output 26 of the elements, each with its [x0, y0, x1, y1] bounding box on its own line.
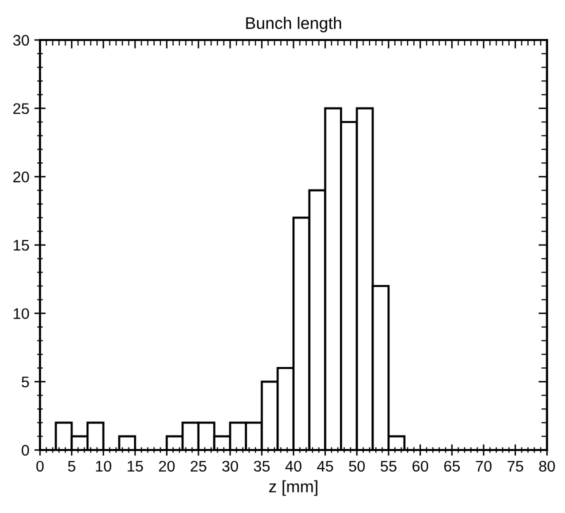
x-tick-label: 10 [96, 460, 112, 472]
x-tick-label: 5 [68, 460, 76, 472]
x-tick-label: 0 [36, 460, 44, 472]
x-tick-label: 55 [380, 460, 396, 472]
x-tick-label: 65 [444, 460, 460, 472]
y-tick-label: 25 [13, 103, 29, 114]
x-tick-label: 30 [222, 460, 238, 472]
x-tick-label: 70 [476, 460, 492, 472]
y-tick-label: 30 [13, 34, 29, 46]
x-tick-label: 15 [128, 460, 143, 472]
x-tick-label: 35 [254, 460, 270, 472]
y-tick-label: 10 [14, 308, 29, 320]
y-tick-label: 15 [14, 240, 29, 251]
x-tick-label: 50 [348, 460, 365, 472]
x-tick-label: 20 [159, 460, 175, 472]
x-tick-label: 60 [412, 460, 428, 472]
x-tick-label: 80 [539, 460, 555, 472]
y-tick-label: 0 [22, 444, 29, 456]
x-tick-label: 40 [285, 460, 302, 472]
x-axis-title: z [mm] [269, 480, 318, 496]
x-tick-label: 45 [317, 460, 334, 472]
y-tick-label: 5 [22, 376, 29, 388]
y-tick-label: 20 [13, 172, 29, 182]
x-tick-label: 25 [190, 460, 206, 472]
x-tick-label: 75 [508, 460, 524, 472]
chart-title: Bunch length [246, 16, 342, 32]
